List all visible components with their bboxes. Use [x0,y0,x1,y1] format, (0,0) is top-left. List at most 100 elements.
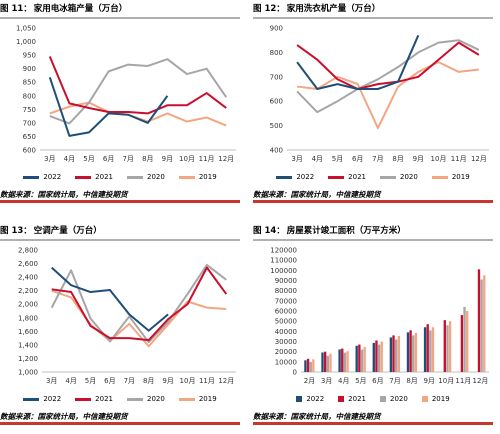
legend-swatch [127,397,143,401]
x-tick-label: 9月 [423,377,434,385]
legend-swatch [23,175,40,179]
x-tick-label: 2月 [304,377,315,385]
x-tick-label: 6月 [104,377,115,385]
x-tick-label: 11月 [199,155,215,163]
y-tick-label: 900 [270,25,283,33]
legend-swatch [178,175,195,179]
bar-2021 [477,269,481,372]
y-tick-label: 700 [270,73,283,81]
series-line-2021 [51,266,228,342]
x-tick-label: 12月 [218,155,234,163]
data-source: 数据来源：国家统计局，中信建投期货 [253,412,381,421]
x-tick-label: 9月 [162,155,173,163]
data-source: 数据来源：国家统计局，中信建投期货 [0,190,128,199]
legend-swatch [380,396,386,402]
legend-item: 2019 [421,393,450,405]
chart-title: 图 14： 房屋累计竣工面积（万平方米） [253,224,493,238]
y-tick-label: 1,050 [16,25,36,33]
legend-label: 2020 [147,395,165,403]
line-chart: 1,000 1,200 1,400 1,600 1,800 2,000 2,200 2,400… [18,247,236,385]
bar-2021 [443,320,446,372]
bar-2021 [375,340,378,372]
y-tick-label: 1,000 [18,369,38,377]
y-tick-label: 1,200 [18,355,38,363]
figure-label: 图 12： [253,4,285,14]
legend-swatch [380,175,396,179]
legend-item: 2020 [380,393,408,405]
figure-title: 空调产量（万台） [33,226,102,236]
source-divider [253,200,493,203]
x-tick-label: 9月 [162,377,173,385]
figure-title: 房屋累计竣工面积（万平方米） [286,226,406,236]
y-tick-label: 10000 [275,358,297,366]
bar-2019 [431,327,435,372]
legend-label: 2019 [451,173,470,181]
figure-label: 图 13： [0,226,32,236]
data-source: 数据来源：国家统计局，中信建投期货 [253,190,381,199]
x-tick-label: 7月 [124,377,135,385]
bar-2020 [360,349,364,372]
series-line-2022 [48,77,169,137]
legend-item: 2021 [328,171,366,183]
legend-swatch [178,397,195,401]
y-tick-label: 2,000 [18,301,38,309]
legend-swatch [23,397,40,401]
bar-2021 [323,351,327,372]
legend-swatch [338,396,345,402]
bar-2021 [409,330,412,372]
legend-label: 2019 [431,395,450,403]
y-tick-label: 600 [270,98,283,106]
y-tick-label: 700 [23,119,36,127]
legend-label: 2021 [95,395,113,403]
bar-2020 [343,352,347,372]
x-tick-label: 11月 [451,155,467,163]
line-chart: 600 650 700 750 800 850 900 950 1,000 1,050 3月 4月 5月… [16,25,236,163]
bar-2022 [304,360,307,372]
y-tick-label: 50000 [275,318,297,326]
chart-legend: 2022 2021 2020 2019 [253,171,493,183]
y-tick-label: 1,600 [18,328,38,336]
x-tick-label: 4月 [65,377,76,385]
legend-label: 2020 [390,395,408,403]
legend-item: 2019 [178,393,217,405]
legend-item: 2021 [338,393,366,405]
bar-2020 [429,330,432,372]
bar-2019 [466,311,469,372]
legend-label: 2022 [306,395,325,403]
x-tick-label: 12月 [471,155,487,163]
chart-title: 图 13： 空调产量（万台） [0,224,240,238]
series-line-2019 [51,289,227,348]
figure-label: 图 14： [253,226,285,236]
y-tick-label: 90000 [275,277,297,285]
bar-2019 [483,275,486,372]
x-tick-label: 8月 [142,155,153,163]
x-tick-label: 4月 [312,155,323,163]
y-tick-label: 2,800 [18,247,38,255]
y-tick-label: 2,600 [18,260,38,268]
x-tick-label: 10月 [179,155,195,163]
y-tick-label: 800 [23,92,36,100]
x-tick-label: 8月 [392,155,403,163]
y-tick-label: 400 [270,147,283,155]
source-divider [0,422,240,425]
x-tick-label: 11月 [199,377,215,385]
y-tick-label: 30000 [275,338,297,346]
x-tick-label: 5月 [83,155,94,163]
housing-completion-chart-panel: 图 14： 房屋累计竣工面积（万平方米） 0 10000 20000 30000 4000… [253,222,493,434]
y-tick-label: 60000 [275,308,297,316]
x-tick-label: 5月 [85,377,96,385]
title-divider [253,17,493,19]
title-divider [0,239,240,241]
fridge-chart-panel: 图 11： 家用电冰箱产量（万台） 600 650 700 750 800 850 900 95… [0,0,240,212]
legend-label: 2020 [400,173,418,181]
x-tick-label: 7月 [122,155,133,163]
x-tick-label: 8月 [406,377,417,385]
series-line-2021 [296,41,480,90]
bar-2021 [341,348,344,372]
bar-2021 [392,335,395,372]
legend-item: 2022 [23,393,61,405]
bar-2022 [406,332,410,372]
bar-2022 [355,345,358,372]
x-tick-label: 10月 [438,377,454,385]
x-tick-label: 6月 [352,155,363,163]
